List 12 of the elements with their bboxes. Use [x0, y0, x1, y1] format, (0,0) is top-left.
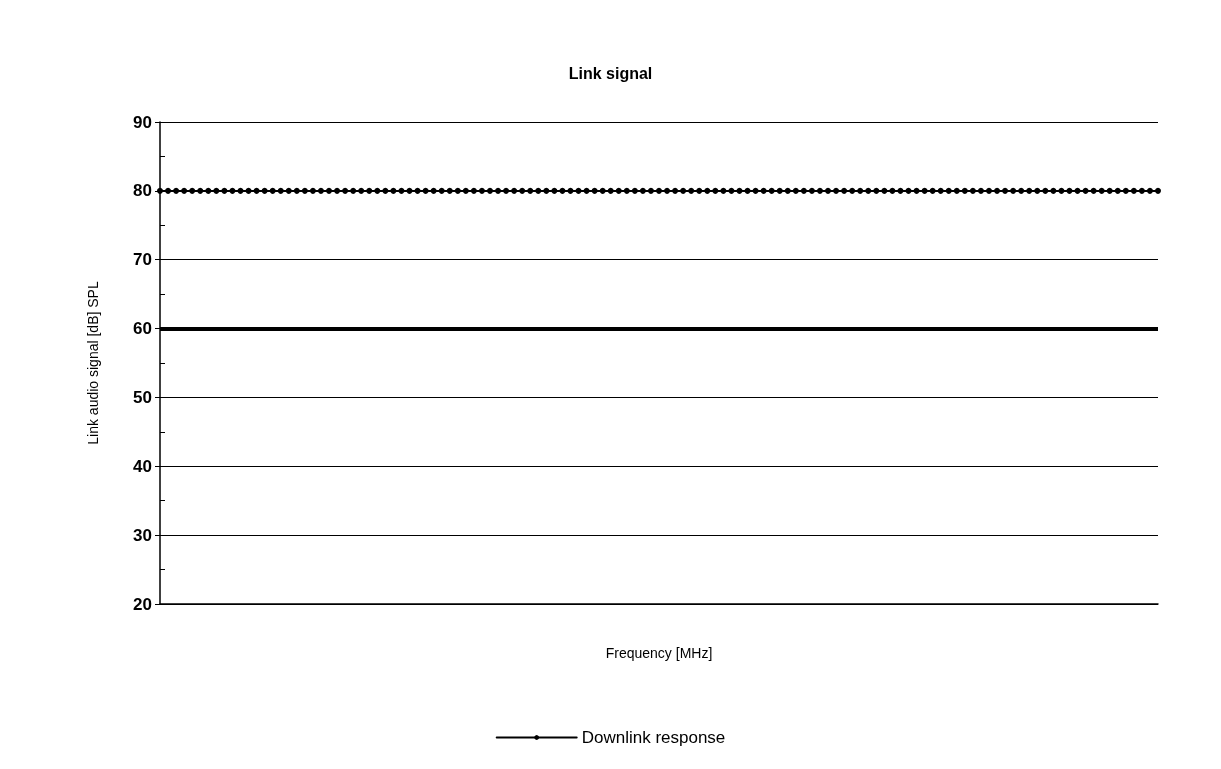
y-tick-label: 50 [133, 387, 152, 407]
legend-label: Downlink response [581, 728, 726, 747]
y-tick-label: 90 [133, 112, 152, 132]
y-tick-label: 70 [133, 250, 152, 270]
y-tick-label: 30 [133, 525, 152, 545]
y-tick-label: 20 [133, 594, 152, 614]
y-tick-label: 60 [133, 319, 152, 339]
y-tick-label: 80 [133, 181, 152, 201]
chart-title: Link signal [568, 64, 653, 82]
y-tick-label: 40 [133, 456, 152, 476]
y-axis-title: Link audio signal [dB] SPL [85, 281, 101, 445]
x-axis-title: Frequency [MHz] [605, 645, 713, 661]
